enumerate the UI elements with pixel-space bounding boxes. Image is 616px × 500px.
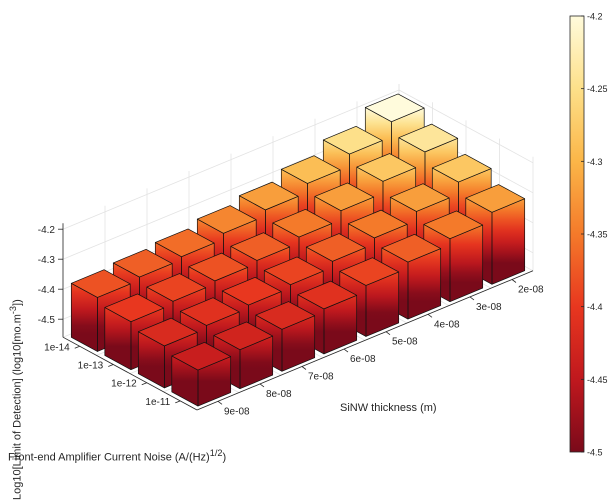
bar-top-face bbox=[364, 93, 425, 123]
bar-top-face bbox=[398, 123, 459, 153]
bar-top-face bbox=[423, 210, 484, 240]
x-tick bbox=[175, 400, 181, 404]
bar-top-face bbox=[230, 232, 291, 261]
x-tick bbox=[141, 382, 147, 386]
colorbar-tick-label: -4.4 bbox=[587, 302, 603, 312]
bar-top-face bbox=[314, 182, 375, 212]
y-tick bbox=[217, 400, 223, 405]
colorbar: -4.2 -4.25 -4.3 -4.35 -4.4 -4.45 -4.5 bbox=[569, 12, 608, 458]
y-tick bbox=[511, 279, 517, 283]
y-tick bbox=[259, 383, 265, 388]
bar-top-face bbox=[255, 301, 316, 330]
bar-top-face bbox=[263, 256, 324, 286]
x-tick bbox=[108, 364, 114, 367]
bar-top-face bbox=[221, 276, 282, 306]
bar-top-face bbox=[104, 293, 165, 323]
y-tick-label: 2e-08 bbox=[518, 285, 544, 296]
x-axis-label-text: Front-end Amplifier Current Noise (A/(Hz… bbox=[8, 451, 210, 464]
x-axis-label: Front-end Amplifier Current Noise (A/(Hz… bbox=[8, 448, 226, 464]
z-tick-label: -4.5 bbox=[38, 315, 56, 326]
x-axis-line bbox=[62, 336, 198, 411]
colorbar-tick-label: -4.3 bbox=[587, 157, 603, 167]
x-axis-label-sup: 1/2 bbox=[209, 448, 223, 458]
bar bbox=[171, 341, 232, 407]
bar bbox=[381, 233, 442, 320]
bar-top-face bbox=[112, 248, 173, 278]
y-axis-label: SiNW thickness (m) bbox=[340, 402, 437, 414]
bar-top-face bbox=[137, 317, 198, 347]
bar bbox=[297, 280, 358, 355]
bar-top-face bbox=[213, 321, 274, 351]
y-tick bbox=[469, 296, 475, 301]
bar-top-face bbox=[272, 208, 333, 238]
x-axis-label-end: ) bbox=[222, 451, 227, 464]
y-axis-line bbox=[196, 270, 534, 411]
x-tick-label: 1e-14 bbox=[44, 342, 70, 353]
bar-top-face bbox=[171, 341, 232, 371]
bar-top-face bbox=[154, 228, 215, 258]
chart-area: 1e-14 1e-13 1e-12 1e-11 2e-08 3e-08 4e-08 5e-08… bbox=[8, 12, 608, 500]
axis-layer: 1e-14 1e-13 1e-12 1e-11 2e-08 3e-08 4e-08 5e-08… bbox=[38, 223, 544, 417]
bar-top-face bbox=[188, 252, 249, 282]
z-axis-label: Log10[Limit of Detection] (log10[mo.m-3]… bbox=[8, 299, 24, 500]
bar-top-face bbox=[381, 233, 442, 263]
y-tick-label: 3e-08 bbox=[476, 302, 502, 313]
colorbar-tick-label: -4.45 bbox=[587, 375, 608, 385]
x-tick-label: 1e-11 bbox=[145, 397, 170, 408]
bar-front-face bbox=[491, 198, 526, 285]
bar-top-face bbox=[305, 233, 366, 262]
bar-top-face bbox=[238, 181, 299, 211]
y-tick-label: 5e-08 bbox=[392, 337, 418, 348]
x-tick bbox=[74, 345, 80, 349]
bar-top-face bbox=[356, 153, 417, 182]
y-tick bbox=[385, 331, 391, 336]
z-axis-label-sup: -3 bbox=[8, 305, 18, 315]
bar-top-face bbox=[146, 273, 207, 302]
bar-top-face bbox=[70, 269, 131, 298]
bar-top-face bbox=[339, 257, 400, 286]
x-tick-label: 1e-13 bbox=[78, 361, 104, 372]
bar-top-face bbox=[347, 209, 408, 239]
y-tick bbox=[427, 313, 433, 318]
bar-top-face bbox=[322, 125, 383, 155]
y-tick bbox=[343, 348, 349, 353]
bar-top-face bbox=[280, 155, 341, 184]
y-tick-label: 6e-08 bbox=[350, 354, 376, 365]
z-tick-label: -4.2 bbox=[38, 225, 56, 236]
bar-top-face bbox=[179, 297, 240, 326]
colorbar-tick-label: -4.25 bbox=[587, 84, 608, 94]
bar-top-face bbox=[297, 280, 358, 310]
bar-top-face bbox=[196, 205, 257, 234]
bar-layer bbox=[70, 93, 526, 407]
bar3d-plot: 1e-14 1e-13 1e-12 1e-11 2e-08 3e-08 4e-08 5e-08… bbox=[38, 12, 608, 458]
y-tick-label: 4e-08 bbox=[434, 319, 460, 330]
z-axis-label-text: Log10[Limit of Detection] (log10[mo.m bbox=[11, 314, 24, 500]
colorbar-tick-label: -4.35 bbox=[587, 230, 608, 240]
bar-top-face bbox=[389, 183, 450, 212]
y-tick-label: 9e-08 bbox=[224, 406, 250, 417]
y-tick bbox=[301, 366, 307, 370]
bar-top-face bbox=[465, 184, 526, 213]
colorbar-tick-label: -4.2 bbox=[587, 12, 603, 22]
z-tick-label: -4.4 bbox=[38, 285, 56, 296]
bar-top-face bbox=[431, 153, 492, 183]
y-tick-label: 7e-08 bbox=[308, 372, 334, 383]
y-tick-label: 8e-08 bbox=[266, 389, 292, 400]
z-tick-label: -4.3 bbox=[38, 255, 56, 266]
colorbar-tick-label: -4.5 bbox=[587, 448, 603, 458]
z-axis-label-end: ]) bbox=[11, 299, 24, 306]
x-tick-label: 1e-12 bbox=[111, 379, 137, 390]
